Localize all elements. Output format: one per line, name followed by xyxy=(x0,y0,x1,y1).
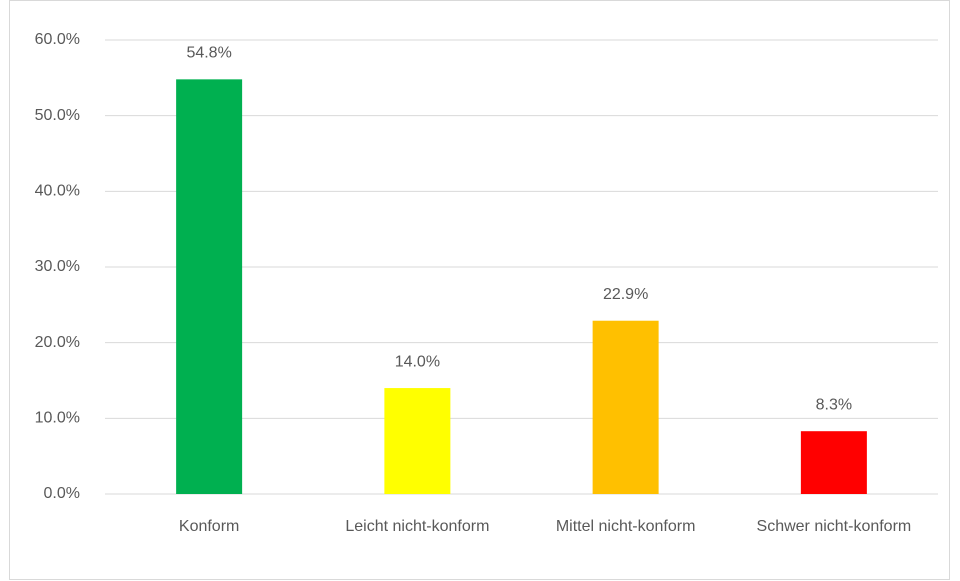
chart-frame xyxy=(9,0,950,580)
data-label: 22.9% xyxy=(603,286,648,303)
data-label: 14.0% xyxy=(395,353,440,370)
y-tick-label: 50.0% xyxy=(35,107,80,124)
x-tick-label: Mittel nicht-konform xyxy=(556,518,696,535)
bar xyxy=(592,320,659,494)
data-label: 54.8% xyxy=(186,45,231,62)
y-tick-label: 20.0% xyxy=(35,334,80,351)
x-tick-label: Leicht nicht-konform xyxy=(345,518,489,535)
bar xyxy=(800,431,867,494)
y-tick-label: 10.0% xyxy=(35,410,80,427)
y-tick-label: 30.0% xyxy=(35,258,80,275)
bar xyxy=(384,388,451,494)
y-tick-label: 60.0% xyxy=(35,31,80,48)
x-tick-label: Konform xyxy=(179,518,239,535)
x-tick-label: Schwer nicht-konform xyxy=(757,518,912,535)
bar xyxy=(176,79,243,494)
y-tick-label: 40.0% xyxy=(35,183,80,200)
y-tick-label: 0.0% xyxy=(44,485,80,502)
data-label: 8.3% xyxy=(816,396,852,413)
